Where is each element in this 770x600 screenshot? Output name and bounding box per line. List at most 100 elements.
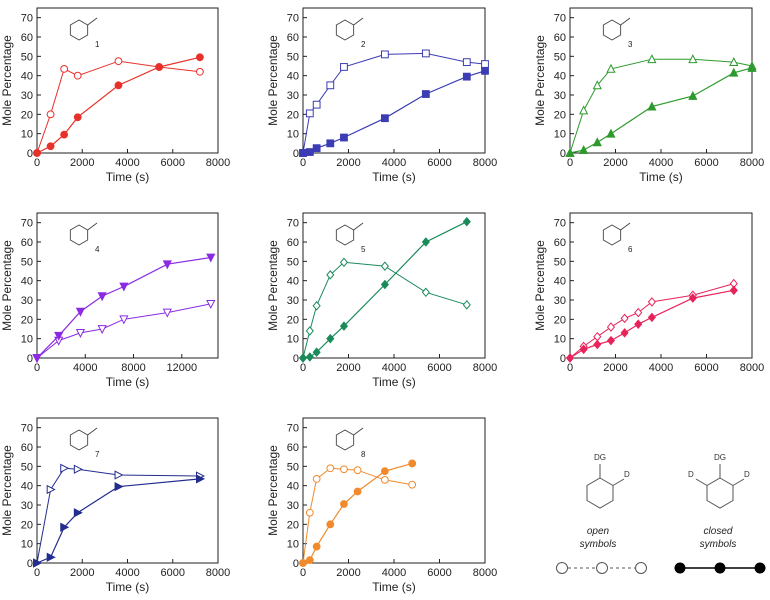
open-series-line (36, 60, 200, 154)
filled-diamond-marker (462, 216, 471, 227)
compound-structure (335, 224, 355, 246)
filled-triangle-marker (647, 101, 657, 111)
compound-bond (87, 222, 98, 231)
open-series-line (302, 261, 467, 359)
filled-circle-marker (305, 556, 314, 564)
filled-square-marker (312, 144, 321, 153)
open-circle-marker (326, 464, 335, 473)
y-axis-label: Mole Percentage (266, 445, 280, 536)
y-tick-label: 60 (554, 32, 566, 44)
open-diamond-marker (312, 301, 321, 311)
y-axis-label: Mole Percentage (266, 35, 280, 126)
y-tick-label: 10 (21, 539, 33, 551)
open-diamond-marker (326, 270, 335, 280)
x-tick-label: 0 (34, 362, 40, 374)
filled-diamond-marker (606, 335, 616, 346)
y-tick-label: 60 (554, 237, 566, 249)
open-down-triangle-marker (206, 299, 216, 309)
open-triangle-marker (592, 80, 602, 90)
y-tick-label: 30 (21, 295, 33, 307)
open-circle-marker (408, 480, 417, 489)
y-tick-label: 10 (287, 539, 299, 551)
open-diamond-marker (593, 331, 602, 342)
filled-diamond-marker (647, 312, 656, 323)
filled-right-triangle-marker (73, 508, 83, 518)
y-tick-label: 0 (293, 148, 299, 160)
x-tick-label: 8000 (740, 362, 764, 374)
y-tick-label: 70 (287, 423, 299, 435)
x-tick-label: 0 (300, 362, 306, 374)
open-triangle-marker (579, 105, 589, 115)
compound-bond (353, 427, 364, 436)
open-series-line (569, 58, 753, 154)
x-tick-label: 4000 (382, 362, 406, 374)
filled-circle-marker (381, 467, 389, 476)
chart-panel-5: 0 10 20 30 40 50 60 70 0 2000 4000 6000 8000 Mole Per… (266, 212, 497, 389)
filled-circle-marker (33, 149, 41, 157)
compound-structure (335, 429, 355, 451)
y-tick-label: 10 (21, 334, 33, 346)
y-tick-label: 60 (287, 442, 299, 454)
x-tick-label: 6000 (427, 567, 451, 579)
open-square-marker (312, 100, 321, 109)
legend-open-structure (586, 464, 625, 509)
y-tick-label: 30 (21, 90, 33, 102)
filled-diamond-marker (326, 333, 335, 344)
legend-closed-structure (695, 464, 745, 509)
x-tick-label: 0 (300, 567, 306, 579)
x-axis-label: Time (s) (372, 170, 416, 184)
filled-right-triangle-marker (60, 522, 70, 532)
y-tick-label: 50 (554, 256, 566, 268)
x-axis-label: Time (s) (106, 580, 150, 594)
y-tick-label: 40 (554, 276, 566, 288)
open-series-line (36, 467, 200, 564)
filled-circle-marker (299, 559, 307, 567)
y-tick-label: 0 (27, 353, 33, 365)
open-triangle-marker (606, 63, 616, 73)
x-tick-label: 0 (34, 157, 40, 169)
y-axis-label: Mole Percentage (0, 240, 14, 331)
y-tick-label: 50 (21, 461, 33, 473)
compound-number: 1 (95, 40, 100, 49)
y-tick-label: 30 (554, 90, 566, 102)
x-tick-label: 2000 (336, 567, 360, 579)
filled-square-marker (299, 149, 307, 157)
chart-panel-6: 0 10 20 30 40 50 60 70 0 2000 4000 6000 8000 Mole Per… (533, 212, 764, 374)
y-tick-label: 70 (287, 218, 299, 230)
open-down-triangle-marker (119, 315, 129, 325)
x-axis-label: Time (s) (372, 580, 416, 594)
x-tick-label: 4000 (649, 157, 673, 169)
compound-number: 5 (361, 245, 366, 254)
compound-number: 6 (628, 245, 633, 254)
open-diamond-marker (620, 313, 629, 324)
open-circle-marker (114, 57, 123, 66)
open-circle-marker (340, 465, 348, 474)
legend-closed-label-1: closed (704, 526, 733, 537)
y-tick-label: 0 (27, 148, 33, 160)
open-square-marker (340, 63, 348, 71)
x-tick-label: 4000 (382, 157, 406, 169)
open-triangle-marker (647, 54, 657, 64)
compound-number: 8 (361, 450, 366, 459)
y-tick-label: 60 (287, 237, 299, 249)
compound-bond (353, 222, 364, 231)
x-tick-label: 6000 (694, 157, 718, 169)
filled-circle-marker (60, 130, 69, 139)
y-tick-label: 10 (554, 334, 566, 346)
x-tick-label: 8000 (473, 567, 497, 579)
filled-square-marker (305, 148, 314, 156)
filled-down-triangle-marker (75, 307, 86, 317)
filled-diamond-marker (298, 353, 308, 363)
filled-triangle-marker (747, 62, 757, 72)
open-down-triangle-marker (97, 325, 107, 335)
compound-structure (69, 429, 89, 451)
x-tick-label: 0 (300, 157, 306, 169)
y-tick-label: 20 (287, 519, 299, 531)
filled-diamond-marker (579, 344, 588, 355)
y-axis-label: Mole Percentage (533, 35, 547, 126)
y-tick-label: 40 (21, 481, 33, 493)
y-tick-label: 30 (287, 90, 299, 102)
filled-diamond-marker (729, 285, 738, 296)
y-tick-label: 50 (21, 51, 33, 63)
